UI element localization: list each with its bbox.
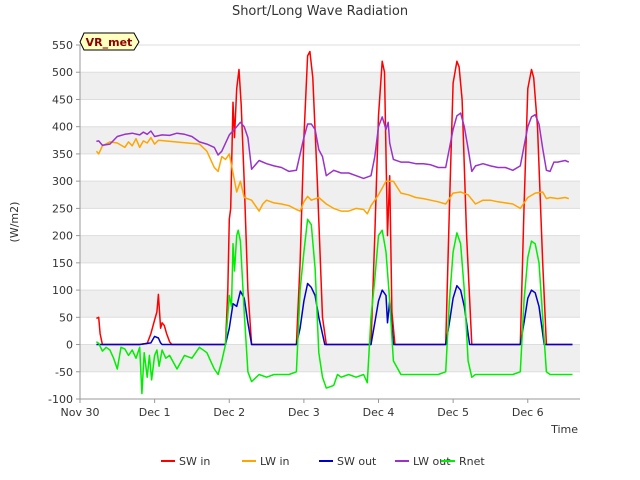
y-tick-label: 200 — [52, 230, 73, 243]
y-tick-label: 400 — [52, 121, 73, 134]
y-tick-label: 550 — [52, 39, 73, 52]
legend-label-lw-in: LW in — [260, 455, 290, 468]
series-line-lw-out — [96, 112, 570, 180]
grid-band — [80, 344, 580, 372]
grid-band — [80, 181, 580, 209]
legend: SW in LW in SW out LW out Rnet — [161, 455, 485, 468]
series-line-rnet — [95, 218, 573, 395]
site-badge: VR_met — [79, 32, 140, 51]
y-tick-label: -100 — [48, 393, 73, 406]
y-tick-label: -50 — [55, 366, 73, 379]
series-line-sw-in — [96, 50, 573, 346]
x-tick-label: Dec 6 — [512, 406, 544, 419]
y-tick-label: 500 — [52, 66, 73, 79]
y-tick-label: 300 — [52, 175, 73, 188]
legend-label-rnet: Rnet — [459, 455, 485, 468]
x-tick-labels: Nov 30 Dec 1 Dec 2 Dec 3 Dec 4 Dec 5 Dec 6 — [61, 399, 544, 419]
legend-label-sw-in: SW in — [179, 455, 210, 468]
y-tick-label: 100 — [52, 284, 73, 297]
y-axis-label: (W/m2) — [8, 202, 21, 243]
x-axis-label: Time — [550, 423, 578, 436]
x-tick-label: Nov 30 — [61, 406, 100, 419]
series-line-sw-out — [96, 282, 573, 346]
site-badge-label: VR_met — [86, 36, 133, 49]
grid-band — [80, 235, 580, 263]
legend-label-sw-out: SW out — [337, 455, 377, 468]
x-tick-label: Dec 4 — [363, 406, 395, 419]
x-tick-label: Dec 2 — [213, 406, 245, 419]
series-line-lw-in — [95, 136, 570, 215]
x-tick-label: Dec 3 — [288, 406, 320, 419]
y-tick-label: 150 — [52, 257, 73, 270]
grid-bands — [80, 72, 580, 372]
grid-band — [80, 126, 580, 154]
x-tick-label: Dec 1 — [139, 406, 171, 419]
chart-title: Short/Long Wave Radiation — [232, 4, 408, 19]
x-tick-label: Dec 5 — [437, 406, 469, 419]
y-tick-label: 450 — [52, 93, 73, 106]
y-tick-label: 0 — [66, 339, 73, 352]
series-layer — [95, 50, 573, 395]
grid-band — [80, 290, 580, 318]
y-tick-label: 50 — [59, 311, 73, 324]
legend-label-lw-out: LW out — [413, 455, 451, 468]
grid-band — [80, 72, 580, 100]
axes — [79, 45, 580, 400]
site-badge-box — [79, 32, 140, 51]
y-tick-label: 250 — [52, 202, 73, 215]
y-tick-label: 350 — [52, 148, 73, 161]
y-tick-labels: -100 -50 0 50 100 150 200 250 300 350 400 450 500 550 — [48, 39, 80, 406]
